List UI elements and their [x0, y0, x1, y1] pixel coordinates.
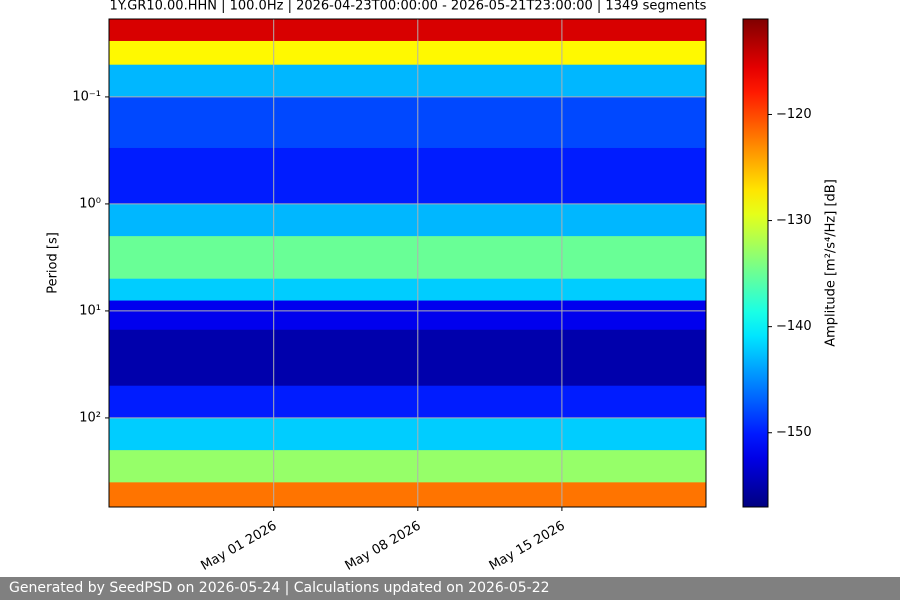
chart-title: 1Y.GR10.00.HHN | 100.0Hz | 2026-04-23T00…	[110, 0, 707, 14]
plot-frame	[108, 18, 707, 508]
y-axis-label: Period [s]	[46, 232, 61, 294]
chart: 1Y.GR10.00.HHN | 100.0Hz | 2026-04-23T00…	[46, 0, 839, 574]
spectrogram-band	[109, 203, 706, 237]
y-tick-label: 10⁰	[79, 196, 101, 211]
colorbar	[742, 18, 769, 508]
spectrogram-band	[109, 450, 706, 483]
spectrogram-band	[109, 96, 706, 149]
colorbar-tick-label: −150	[776, 425, 812, 440]
colorbar-tick-label: −140	[776, 319, 812, 334]
spectrogram-band	[109, 300, 706, 331]
spectrogram-band	[109, 236, 706, 280]
spectrogram-band	[109, 19, 706, 42]
footer: Generated by SeedPSD on 2026-05-24 | Cal…	[0, 577, 900, 600]
spectrogram-band	[109, 329, 706, 387]
colorbar-label: Amplitude [m²/s⁴/Hz] [dB]	[824, 179, 839, 347]
y-tick-label: 10¹	[79, 303, 101, 318]
spectrogram-band	[109, 147, 706, 205]
spectrogram-band	[109, 40, 706, 66]
y-tick-label: 10²	[79, 410, 101, 425]
spectrogram-band	[109, 482, 706, 508]
y-tick-label: 10⁻¹	[72, 89, 101, 104]
spectrogram-band	[109, 64, 706, 98]
x-tick-label: May 08 2026	[343, 519, 424, 574]
spectrogram-band	[109, 278, 706, 302]
spectrogram-band	[109, 385, 706, 419]
spectrogram-band	[109, 417, 706, 451]
colorbar-tick-label: −120	[776, 107, 812, 122]
colorbar-tick-label: −130	[776, 213, 812, 228]
x-tick-label: May 01 2026	[199, 519, 280, 574]
x-tick-label: May 15 2026	[487, 519, 568, 574]
